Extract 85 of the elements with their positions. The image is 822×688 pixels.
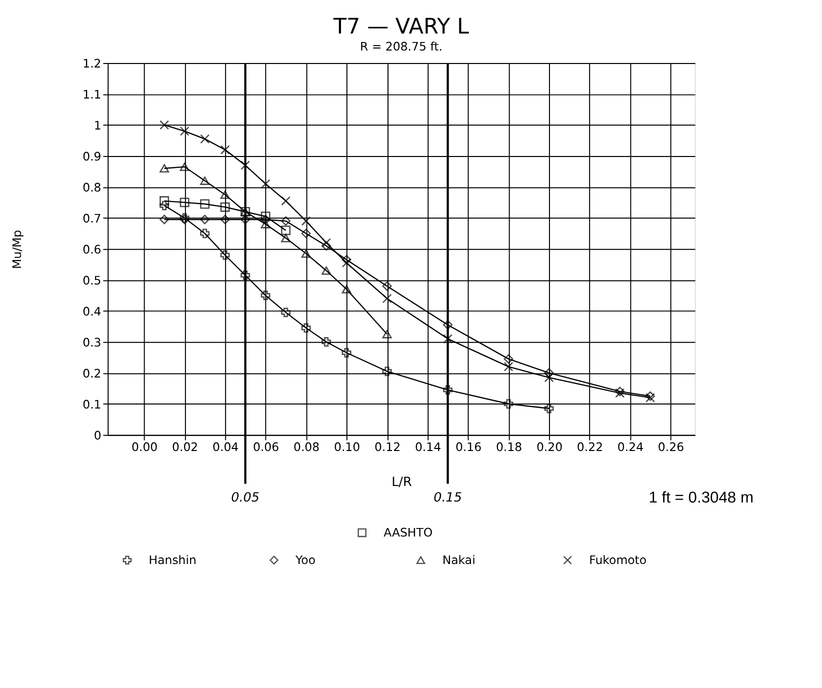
legend-label: Hanshin bbox=[148, 553, 196, 568]
x-tick-label: 0.20 bbox=[536, 440, 563, 454]
point bbox=[443, 385, 453, 395]
point bbox=[200, 228, 210, 238]
legend-label: Nakai bbox=[442, 553, 476, 568]
point bbox=[200, 176, 210, 185]
ref-line-label: 0.05 bbox=[231, 489, 260, 504]
y-tick-label: 0.3 bbox=[82, 335, 102, 350]
y-tick-label: 0.9 bbox=[82, 149, 102, 164]
x-tick-label: 0.16 bbox=[455, 440, 482, 454]
y-tick-label: 0.6 bbox=[82, 242, 102, 256]
point bbox=[544, 368, 554, 378]
point bbox=[180, 126, 190, 136]
y-tick-label: 1 bbox=[94, 118, 102, 132]
point bbox=[160, 164, 170, 173]
y-tick-label: 0.8 bbox=[82, 180, 102, 194]
point bbox=[382, 281, 392, 291]
x-tick-label: 0.04 bbox=[212, 440, 239, 454]
point bbox=[281, 234, 291, 242]
y-tick-label: 0 bbox=[94, 428, 102, 442]
point bbox=[544, 372, 554, 382]
point bbox=[281, 308, 291, 318]
y-axis-title: Mu/Mp bbox=[10, 230, 24, 269]
x-tick-label: 0.00 bbox=[132, 440, 158, 454]
point bbox=[382, 330, 392, 338]
point bbox=[544, 404, 554, 414]
y-tick-label: 0.1 bbox=[82, 397, 102, 412]
point bbox=[504, 362, 514, 372]
point bbox=[160, 196, 170, 206]
point bbox=[342, 348, 352, 358]
point bbox=[504, 354, 514, 364]
point bbox=[160, 200, 170, 210]
point bbox=[200, 214, 210, 224]
legend-label: Fukomoto bbox=[589, 553, 647, 568]
point bbox=[281, 196, 291, 206]
point bbox=[281, 226, 291, 236]
point bbox=[200, 199, 210, 209]
x-tick-label: 0.10 bbox=[334, 440, 360, 454]
point bbox=[322, 241, 332, 251]
chart-subtitle: R = 208.75 ft. bbox=[360, 39, 442, 54]
text: 1 ft = 0.3048 m bbox=[648, 489, 754, 506]
x-tick-label: 0.02 bbox=[172, 440, 198, 454]
point bbox=[180, 162, 190, 171]
point bbox=[301, 323, 311, 333]
y-tick-label: 1.1 bbox=[82, 87, 102, 102]
point bbox=[342, 285, 352, 294]
point bbox=[342, 255, 352, 265]
point bbox=[260, 212, 270, 222]
point bbox=[504, 399, 514, 409]
x-tick-label: 0.26 bbox=[658, 440, 684, 454]
chart-title: T7 — VARY L bbox=[332, 14, 470, 40]
x-tick-label: 0.08 bbox=[293, 440, 320, 454]
legend-label: Yoo bbox=[294, 553, 316, 568]
y-tick-label: 1.2 bbox=[82, 56, 102, 70]
x-tick-label: 0.18 bbox=[496, 440, 522, 454]
y-tick-label: 0.7 bbox=[82, 211, 102, 226]
x-tick-label: 0.12 bbox=[374, 440, 401, 454]
point bbox=[443, 320, 453, 330]
point bbox=[322, 266, 332, 275]
point bbox=[200, 134, 210, 144]
point bbox=[260, 220, 270, 228]
legend-label: AASHTO bbox=[384, 526, 433, 540]
x-tick-label: 0.24 bbox=[617, 440, 644, 454]
point bbox=[240, 270, 250, 280]
point bbox=[281, 216, 291, 226]
point bbox=[160, 214, 170, 224]
point bbox=[301, 228, 311, 238]
x-tick-label: 0.14 bbox=[414, 440, 442, 454]
y-tick-label: 0.5 bbox=[82, 273, 102, 288]
point bbox=[160, 120, 170, 130]
x-tick-label: 0.06 bbox=[252, 440, 280, 454]
point bbox=[220, 250, 230, 260]
ref-line-label: 0.15 bbox=[434, 489, 462, 504]
point bbox=[382, 366, 392, 376]
point bbox=[220, 145, 230, 154]
y-tick-label: 0.2 bbox=[82, 366, 102, 380]
x-tick-label: 0.22 bbox=[576, 440, 604, 454]
x-axis-title: L/R bbox=[392, 474, 412, 490]
point bbox=[220, 190, 230, 199]
point bbox=[220, 202, 230, 212]
point bbox=[322, 337, 332, 347]
point bbox=[260, 290, 270, 300]
point bbox=[180, 198, 190, 208]
y-tick-label: 0.4 bbox=[82, 304, 102, 318]
point bbox=[301, 249, 311, 258]
